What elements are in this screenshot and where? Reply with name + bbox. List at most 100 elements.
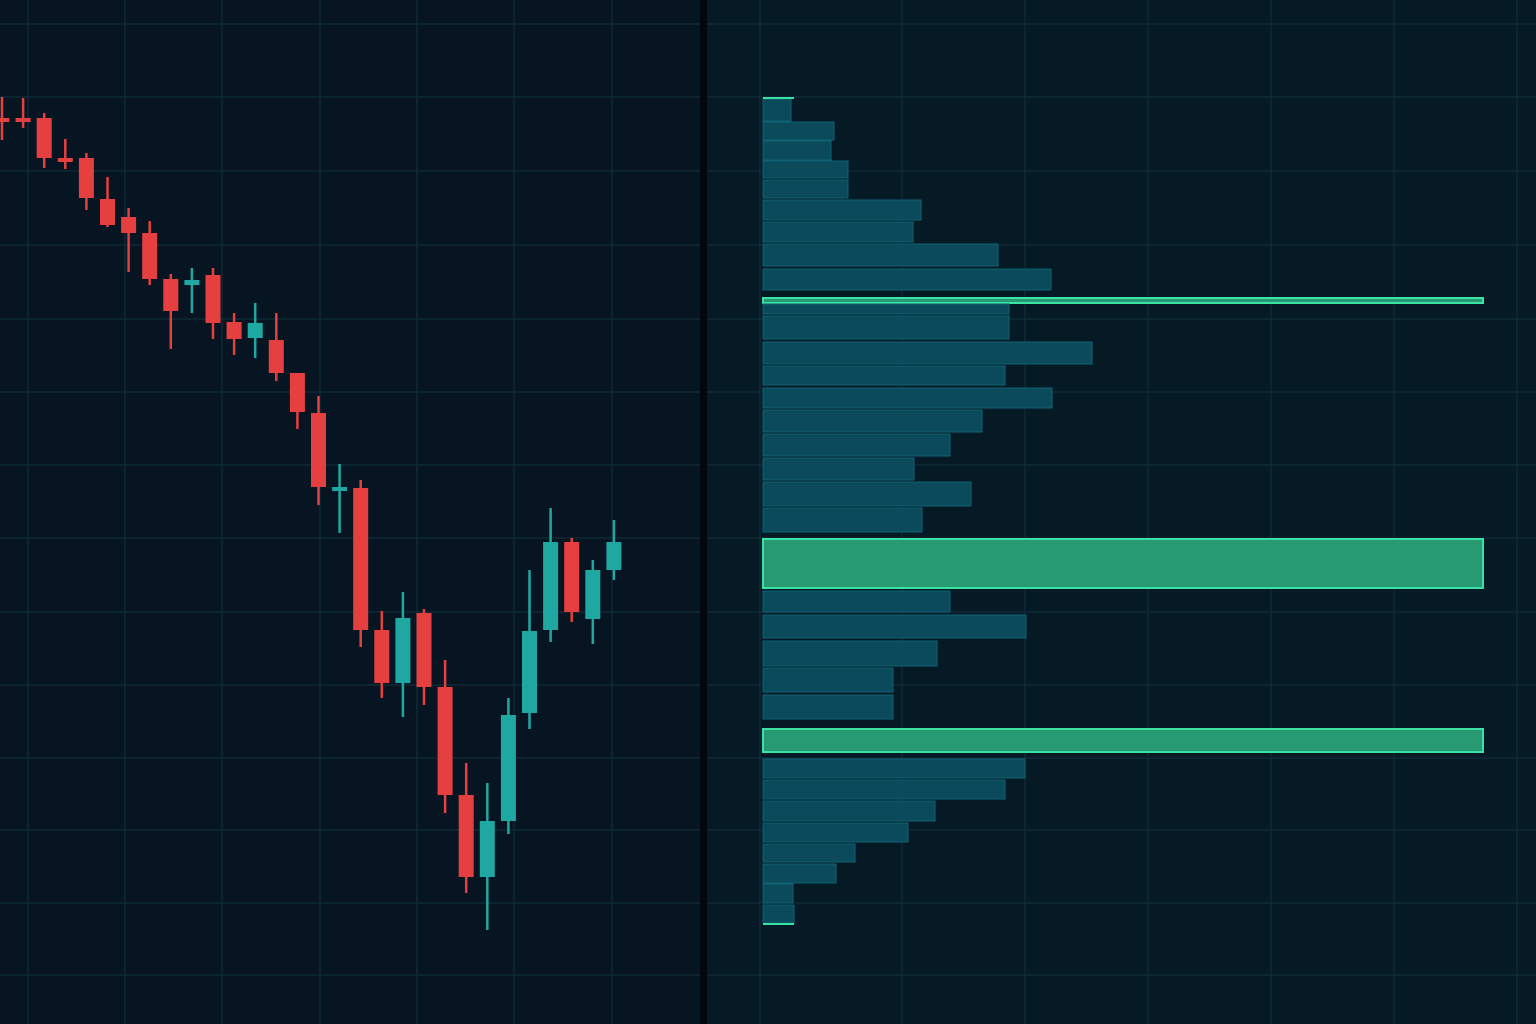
candle-bearish[interactable]	[100, 177, 115, 227]
candle-bearish[interactable]	[458, 763, 474, 893]
candle-bearish[interactable]	[205, 268, 221, 339]
candle-bearish[interactable]	[57, 139, 73, 169]
candle-body	[522, 631, 537, 713]
candle-body	[353, 488, 369, 630]
candle-body	[247, 323, 263, 338]
candle-bearish[interactable]	[36, 113, 52, 168]
candle-body	[395, 618, 411, 683]
candle-body	[416, 613, 432, 687]
volume-profile-bar[interactable]	[762, 457, 915, 481]
candle-body	[543, 542, 559, 630]
volume-profile-bar[interactable]	[762, 303, 1010, 315]
candle-bearish[interactable]	[311, 396, 326, 505]
volume-profile-bar[interactable]	[762, 614, 1027, 639]
volume-profile-bar[interactable]	[762, 507, 923, 533]
candle-bearish[interactable]	[142, 221, 158, 285]
volume-profile-series	[762, 97, 1484, 925]
volume-profile-bar[interactable]	[762, 221, 914, 243]
candle-body	[437, 687, 453, 795]
candle-bullish[interactable]	[500, 698, 516, 834]
candle-body	[163, 279, 179, 311]
volume-profile-bar[interactable]	[762, 341, 1093, 365]
candle-bullish[interactable]	[585, 560, 601, 644]
candle-body	[121, 217, 137, 233]
candle-bullish[interactable]	[543, 508, 559, 642]
candle-bullish[interactable]	[247, 303, 263, 358]
candle-bullish[interactable]	[332, 464, 348, 533]
candle-bearish[interactable]	[121, 208, 137, 272]
candle-body	[311, 413, 326, 487]
candle-bearish[interactable]	[15, 98, 31, 128]
volume-profile-bar[interactable]	[762, 160, 849, 179]
volume-profile-bar[interactable]	[762, 365, 1006, 386]
candle-bullish[interactable]	[479, 783, 495, 930]
candle-body	[479, 821, 495, 877]
volume-profile-bar[interactable]	[762, 822, 909, 843]
volume-profile-bar-highlight[interactable]	[762, 728, 1484, 753]
volume-profile-bar[interactable]	[762, 863, 837, 884]
candle-body	[78, 158, 94, 198]
volume-profile-bar[interactable]	[762, 140, 832, 161]
volume-profile-top-cap	[763, 97, 794, 99]
candle-bearish[interactable]	[353, 480, 369, 647]
volume-profile-bar[interactable]	[762, 843, 856, 863]
volume-profile-bar[interactable]	[762, 98, 792, 122]
candle-bearish[interactable]	[437, 660, 453, 813]
volume-profile-bar-highlight[interactable]	[762, 297, 1484, 304]
candle-body	[332, 487, 348, 491]
candle-bullish[interactable]	[395, 592, 411, 717]
candle-body	[289, 373, 305, 412]
volume-profile-bar[interactable]	[762, 694, 894, 720]
candle-body	[142, 233, 158, 279]
volume-profile-bar[interactable]	[762, 904, 795, 924]
candle-body	[458, 795, 474, 877]
candle-bullish[interactable]	[184, 268, 200, 313]
candle-body	[374, 630, 390, 683]
candle-body	[205, 275, 221, 323]
candle-body	[184, 280, 200, 285]
volume-profile-bar[interactable]	[762, 121, 835, 141]
candle-body	[0, 118, 10, 122]
candle-body	[500, 715, 516, 821]
candle-body	[268, 340, 284, 373]
panel-divider[interactable]	[700, 0, 707, 1024]
candle-bullish[interactable]	[522, 570, 537, 729]
candle-body	[564, 542, 580, 612]
candle-bearish[interactable]	[289, 373, 305, 429]
volume-profile-bar[interactable]	[762, 243, 999, 267]
candle-bearish[interactable]	[268, 313, 284, 381]
volume-profile-bar[interactable]	[762, 179, 849, 199]
candlestick-panel-background	[0, 0, 702, 1024]
candle-body	[585, 570, 601, 619]
candle-bearish[interactable]	[78, 153, 94, 210]
volume-profile-bar[interactable]	[762, 883, 794, 904]
candle-bearish[interactable]	[163, 274, 179, 349]
candle-bearish[interactable]	[416, 609, 432, 705]
volume-profile-bar[interactable]	[762, 779, 1006, 800]
volume-profile-bar[interactable]	[762, 433, 951, 457]
volume-profile-bar-highlight[interactable]	[762, 538, 1484, 589]
candle-bullish[interactable]	[606, 520, 622, 580]
candle-bearish[interactable]	[374, 611, 390, 698]
candle-bearish[interactable]	[564, 538, 580, 622]
volume-profile-bar[interactable]	[762, 199, 922, 221]
volume-profile-bar[interactable]	[762, 800, 936, 822]
candle-body	[36, 118, 52, 158]
volume-profile-bar[interactable]	[762, 481, 972, 507]
candle-body	[226, 322, 242, 339]
volume-profile-bar[interactable]	[762, 590, 951, 613]
volume-profile-bar[interactable]	[762, 758, 1026, 779]
volume-profile-bar[interactable]	[762, 640, 938, 667]
volume-profile-bar[interactable]	[762, 387, 1053, 409]
volume-profile-bar[interactable]	[762, 409, 983, 433]
volume-profile-bar[interactable]	[762, 667, 894, 693]
candle-body	[57, 158, 73, 162]
candlestick-series	[0, 97, 622, 930]
volume-profile-bar[interactable]	[762, 315, 1010, 340]
candle-body	[100, 199, 115, 225]
candle-body	[606, 542, 622, 570]
candle-bearish[interactable]	[226, 313, 242, 355]
volume-profile-bar[interactable]	[762, 268, 1052, 291]
candle-bearish[interactable]	[0, 97, 10, 140]
